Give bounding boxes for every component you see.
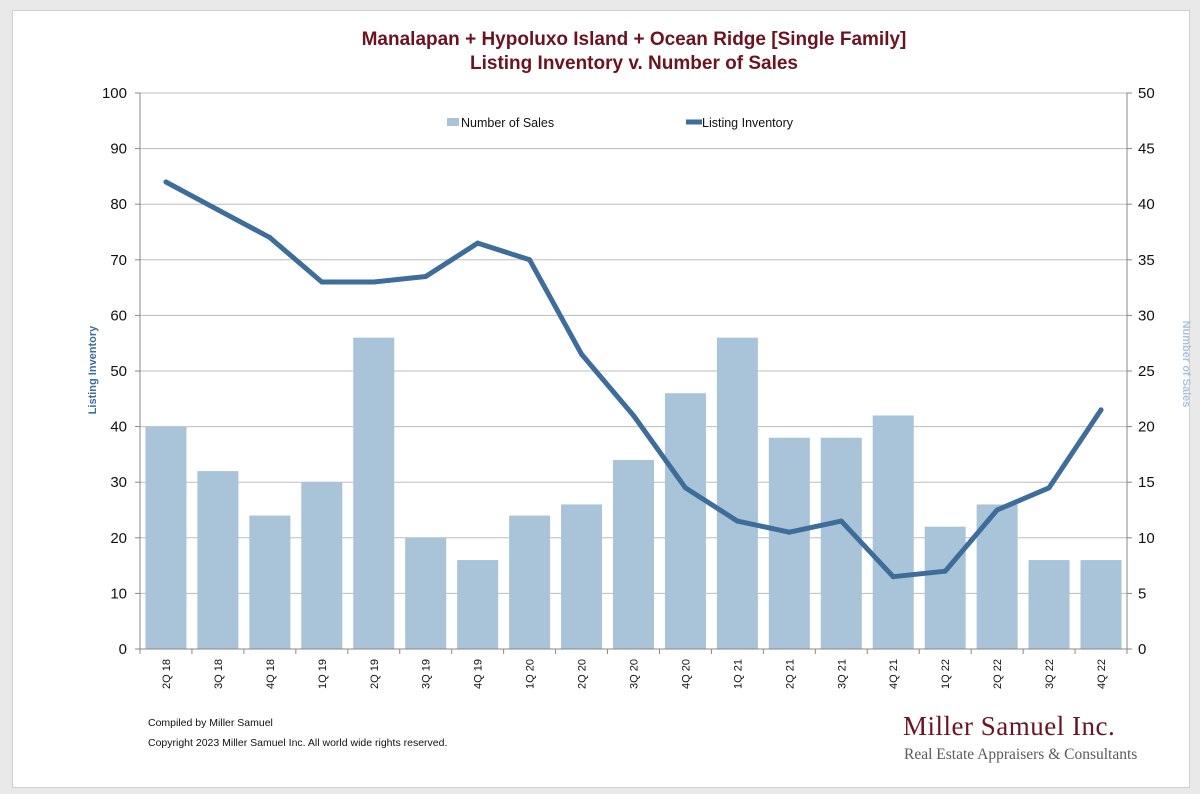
x-tick-label: 2Q 20: [577, 659, 589, 689]
sales-bar: [820, 437, 862, 649]
right-tick-label: 10: [1138, 530, 1155, 547]
sales-bar: [301, 482, 343, 649]
right-tick-label: 30: [1138, 307, 1155, 324]
left-tick-label: 0: [119, 641, 127, 658]
inventory-point: [579, 351, 585, 357]
right-tick-label: 50: [1138, 85, 1155, 102]
legend: Number of Sales Listing Inventory: [447, 116, 794, 130]
left-tick-label: 10: [110, 585, 127, 602]
right-axis-title: Number of Sales: [1180, 321, 1192, 408]
x-tick-label: 3Q 22: [1044, 659, 1056, 689]
inventory-point: [994, 507, 1000, 513]
legend-label-sales: Number of Sales: [461, 116, 554, 130]
left-tick-label: 90: [110, 141, 127, 158]
right-tick-label: 15: [1138, 474, 1155, 491]
legend-swatch-sales: [447, 118, 459, 126]
inventory-point: [267, 235, 273, 241]
compiled-by-note: Compiled by Miller Samuel: [148, 717, 273, 729]
inventory-point: [527, 257, 533, 263]
x-tick-label: 1Q 21: [732, 659, 744, 689]
brand-tagline: Real Estate Appraisers & Consultants: [904, 746, 1137, 763]
inventory-point: [1098, 407, 1104, 413]
right-axis-ticks: 0 5 10 15 20 25 30 35 40 45 50: [1127, 85, 1155, 658]
inventory-point: [682, 485, 688, 491]
sales-bar: [1080, 560, 1122, 649]
x-axis-ticks: 2Q 18 3Q 18 4Q 18 1Q 19 2Q 19 3Q 19 4Q 19 1Q 20…: [139, 649, 1128, 689]
sales-bar: [457, 560, 499, 649]
sales-bar: [197, 471, 239, 649]
sales-bar: [612, 459, 655, 649]
sales-bar: [664, 393, 706, 649]
sales-bar: [509, 515, 551, 649]
sales-bar: [768, 437, 810, 649]
inventory-point: [215, 207, 221, 213]
right-tick-label: 20: [1138, 419, 1155, 436]
left-tick-label: 70: [110, 252, 127, 269]
x-tick-label: 2Q 18: [161, 659, 173, 689]
x-tick-label: 1Q 22: [940, 659, 952, 689]
chart-title-line1: Manalapan + Hypoluxo Island + Ocean Ridg…: [362, 29, 907, 50]
x-tick-label: 3Q 19: [421, 659, 433, 689]
right-tick-label: 5: [1138, 585, 1146, 602]
sales-bar: [145, 426, 187, 649]
inventory-point: [163, 179, 169, 185]
left-tick-label: 20: [110, 530, 127, 547]
x-tick-label: 2Q 22: [992, 659, 1004, 689]
copyright-note: Copyright 2023 Miller Samuel Inc. All wo…: [148, 737, 447, 749]
brand-name: Miller Samuel Inc.: [903, 711, 1115, 741]
inventory-point: [475, 240, 481, 246]
inventory-point: [786, 529, 792, 535]
x-tick-label: 2Q 21: [784, 659, 796, 689]
sales-bar: [353, 337, 395, 649]
x-tick-label: 3Q 21: [836, 659, 848, 689]
x-tick-label: 3Q 18: [213, 659, 225, 689]
x-tick-label: 3Q 20: [629, 659, 641, 689]
x-tick-label: 4Q 18: [265, 659, 277, 689]
legend-label-inventory: Listing Inventory: [702, 116, 794, 130]
inventory-point: [734, 518, 740, 524]
sales-bars: [145, 337, 1122, 649]
right-tick-label: 25: [1138, 363, 1155, 380]
inventory-point: [423, 273, 429, 279]
x-tick-label: 1Q 20: [525, 659, 537, 689]
left-axis-title: Listing Inventory: [87, 325, 99, 415]
left-tick-label: 60: [110, 307, 127, 324]
brand-logo: Miller Samuel Inc. Real Estate Appraiser…: [903, 711, 1137, 763]
right-tick-label: 0: [1138, 641, 1146, 658]
left-axis-ticks: 0 10 20 30 40 50 60 70 80 90 100: [102, 85, 140, 658]
inventory-point: [319, 279, 325, 285]
left-tick-label: 50: [110, 363, 127, 380]
sales-bar: [1028, 560, 1070, 649]
sales-bar: [561, 504, 603, 649]
x-tick-label: 1Q 19: [317, 659, 329, 689]
right-tick-label: 45: [1138, 141, 1155, 158]
x-tick-label: 4Q 19: [473, 659, 485, 689]
left-tick-label: 100: [102, 85, 127, 102]
inventory-point: [631, 412, 636, 418]
sales-bar: [924, 526, 966, 649]
x-tick-label: 4Q 22: [1096, 659, 1108, 689]
inventory-point: [942, 568, 948, 574]
inventory-point: [838, 518, 844, 524]
chart-card: [12, 10, 1190, 788]
inventory-line: [163, 179, 1104, 580]
sales-bar: [249, 515, 291, 649]
sales-bar: [716, 337, 758, 649]
sales-bar: [872, 415, 914, 649]
left-tick-label: 40: [110, 419, 127, 436]
inventory-point: [1046, 485, 1052, 491]
x-tick-label: 4Q 21: [888, 659, 900, 689]
left-tick-label: 80: [110, 196, 127, 213]
left-tick-label: 30: [110, 474, 127, 491]
x-tick-label: 2Q 19: [369, 659, 381, 689]
chart-title-line2: Listing Inventory v. Number of Sales: [470, 53, 798, 74]
right-tick-label: 40: [1138, 196, 1155, 213]
inventory-point: [371, 279, 377, 285]
sales-bar: [405, 537, 447, 649]
right-tick-label: 35: [1138, 252, 1155, 269]
x-tick-label: 4Q 20: [680, 659, 692, 689]
inventory-point: [890, 574, 896, 580]
